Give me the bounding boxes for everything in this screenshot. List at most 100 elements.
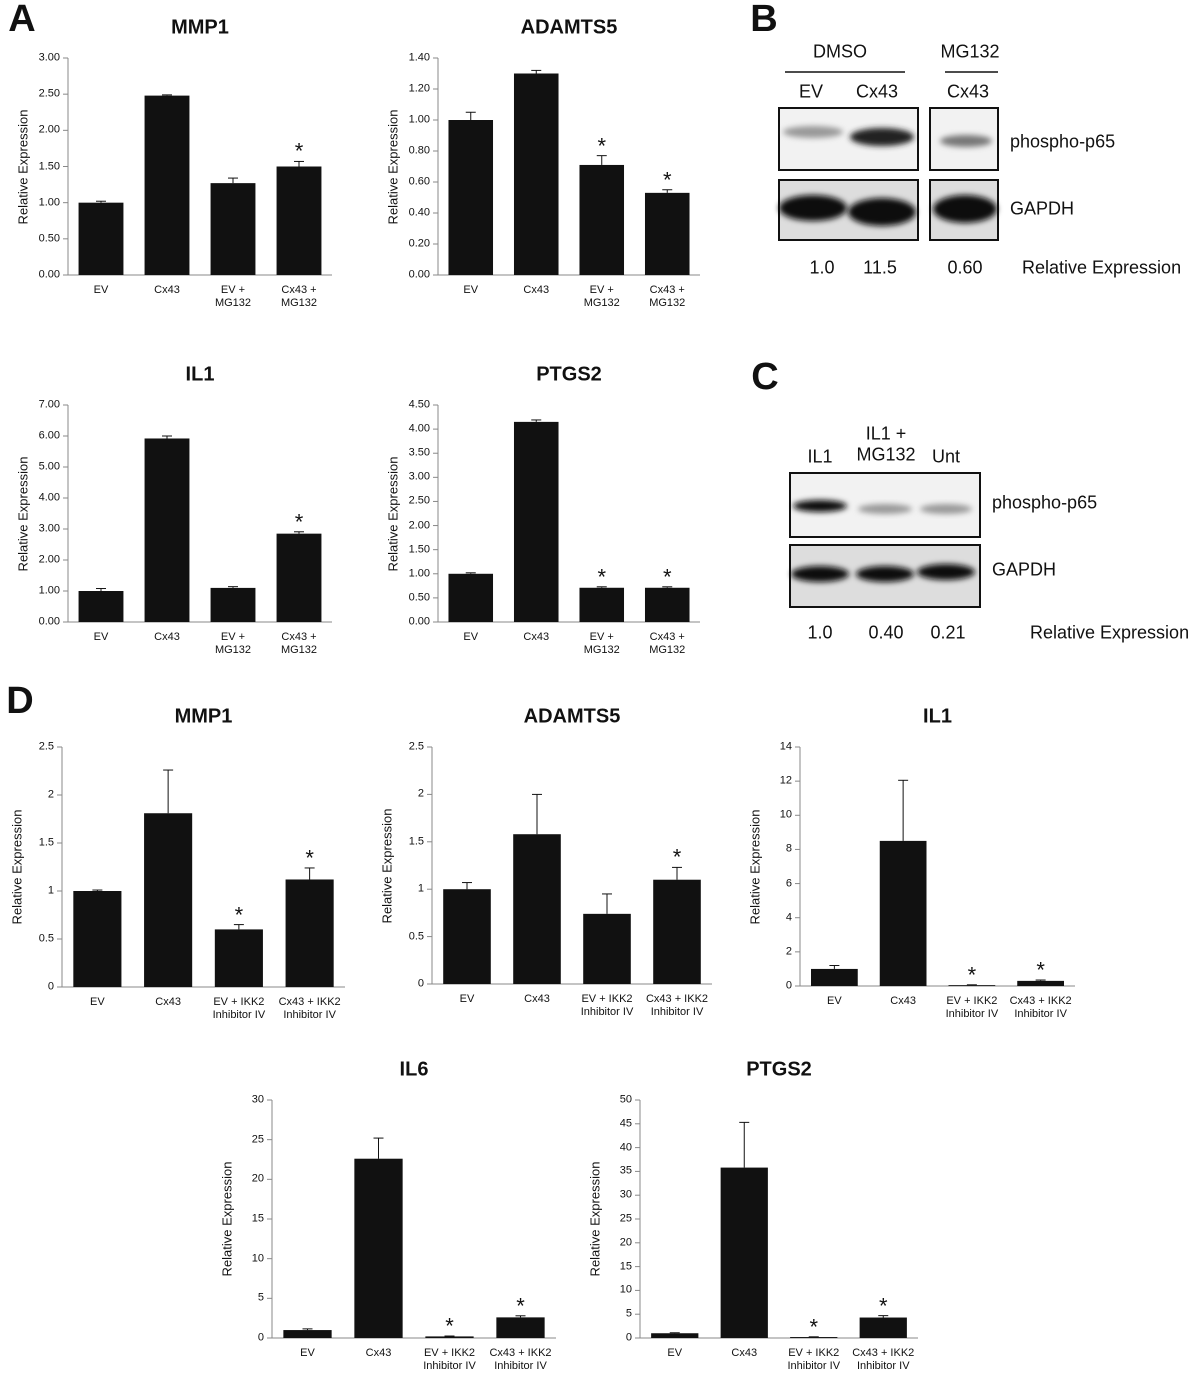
x-tick-label: Cx43 + MG132 bbox=[280, 631, 318, 656]
lane-label: Cx43 bbox=[946, 81, 990, 102]
significance-marker: * bbox=[662, 564, 672, 590]
y-tick-label: 0.50 bbox=[38, 232, 60, 245]
x-tick-label: Cx43 + IKK2 Inhibitor IV bbox=[489, 1347, 552, 1372]
group-label: DMSO bbox=[813, 41, 867, 62]
significance-marker: * bbox=[597, 564, 607, 590]
chart-title: PTGS2 bbox=[746, 1058, 812, 1081]
bar bbox=[443, 889, 491, 984]
significance-marker: * bbox=[516, 1293, 525, 1319]
y-tick-label: 1.50 bbox=[408, 543, 430, 556]
bar bbox=[513, 421, 559, 622]
y-tick-label: 2 bbox=[417, 788, 424, 801]
bar bbox=[210, 183, 256, 275]
y-tick-label: 5 bbox=[257, 1292, 264, 1305]
y-tick-label: 0.00 bbox=[38, 615, 60, 628]
panel-label: C bbox=[751, 356, 779, 399]
y-tick-label: 2.50 bbox=[408, 495, 430, 508]
y-tick-label: 7.00 bbox=[38, 398, 60, 411]
band bbox=[848, 198, 916, 226]
x-tick-label: Cx43 bbox=[731, 1347, 758, 1359]
y-tick-label: 0.00 bbox=[38, 268, 60, 281]
y-tick-label: 50 bbox=[619, 1093, 632, 1106]
y-tick-label: 3.00 bbox=[408, 471, 430, 484]
y-tick-label: 1.00 bbox=[38, 196, 60, 209]
y-tick-label: 2 bbox=[47, 788, 54, 801]
y-tick-label: 0.60 bbox=[408, 175, 430, 188]
chart-title: IL1 bbox=[923, 705, 952, 728]
chart-title: MMP1 bbox=[171, 16, 229, 39]
y-tick-label: 1.5 bbox=[38, 836, 54, 849]
bar bbox=[583, 913, 631, 984]
y-tick-label: 10 bbox=[251, 1252, 264, 1265]
band bbox=[933, 195, 997, 223]
band bbox=[791, 566, 849, 582]
x-tick-label: EV bbox=[463, 631, 479, 643]
bar bbox=[78, 591, 124, 622]
x-tick-label: Cx43 bbox=[365, 1347, 392, 1359]
y-tick-label: 25 bbox=[619, 1212, 632, 1225]
bar bbox=[651, 1333, 699, 1338]
x-tick-label: Cx43 bbox=[524, 993, 550, 1005]
y-tick-label: 0.00 bbox=[408, 268, 430, 281]
band bbox=[783, 126, 843, 138]
bar bbox=[78, 202, 124, 275]
y-tick-label: 10 bbox=[779, 808, 792, 821]
bar bbox=[144, 438, 190, 622]
significance-marker: * bbox=[967, 962, 977, 988]
band bbox=[856, 566, 914, 582]
blot-c bbox=[789, 472, 981, 608]
row-label: GAPDH bbox=[1010, 198, 1075, 219]
y-tick-label: 0.50 bbox=[408, 591, 430, 604]
band bbox=[793, 500, 847, 512]
x-tick-label: EV + MG132 bbox=[583, 284, 620, 309]
x-tick-label: Cx43 bbox=[890, 995, 916, 1007]
bar bbox=[144, 95, 190, 275]
y-axis-label: Relative Expression bbox=[385, 109, 401, 224]
row-label: phospho-p65 bbox=[1010, 131, 1116, 152]
x-tick-label: EV + MG132 bbox=[583, 631, 620, 656]
bar bbox=[276, 533, 322, 622]
bar bbox=[720, 1167, 768, 1338]
bar bbox=[513, 73, 559, 275]
bar bbox=[879, 840, 927, 986]
x-tick-label: EV bbox=[667, 1347, 683, 1359]
y-axis-label: Relative Expression bbox=[587, 1161, 603, 1277]
bar bbox=[811, 968, 858, 986]
y-tick-label: 14 bbox=[779, 740, 792, 753]
significance-marker: * bbox=[294, 509, 304, 535]
bar bbox=[579, 164, 625, 275]
x-tick-label: Cx43 bbox=[154, 284, 180, 296]
band bbox=[858, 504, 912, 514]
y-tick-label: 3.00 bbox=[38, 522, 60, 535]
bar bbox=[73, 891, 122, 987]
x-tick-label: EV + MG132 bbox=[214, 284, 252, 309]
y-tick-label: 1.50 bbox=[38, 160, 60, 173]
x-tick-label: Cx43 + IKK2 Inhibitor IV bbox=[1009, 995, 1072, 1020]
y-tick-label: 1.00 bbox=[38, 584, 60, 597]
y-tick-label: 1.00 bbox=[408, 567, 430, 580]
x-tick-label: EV bbox=[93, 631, 109, 643]
y-tick-label: 5 bbox=[625, 1307, 632, 1320]
y-tick-label: 20 bbox=[251, 1173, 264, 1186]
y-tick-label: 2.00 bbox=[38, 553, 60, 566]
y-tick-label: 6 bbox=[785, 877, 792, 890]
y-tick-label: 1.20 bbox=[408, 82, 430, 95]
x-tick-label: Cx43 + IKK2 Inhibitor IV bbox=[645, 993, 709, 1018]
relative-expression: 1.0 bbox=[807, 622, 833, 643]
band bbox=[920, 504, 972, 514]
lane-label: Cx43 bbox=[855, 81, 899, 102]
relative-expression: 11.5 bbox=[863, 257, 897, 278]
y-tick-label: 0 bbox=[47, 980, 54, 993]
x-tick-label: Cx43 bbox=[523, 631, 550, 643]
chart-title: ADAMTS5 bbox=[523, 705, 621, 728]
y-tick-label: 4.50 bbox=[408, 398, 430, 411]
y-axis-label: Relative Expression bbox=[385, 456, 401, 571]
significance-marker: * bbox=[597, 132, 607, 158]
y-tick-label: 1 bbox=[417, 882, 424, 895]
bar bbox=[354, 1158, 403, 1338]
bar bbox=[144, 813, 193, 987]
y-tick-label: 2 bbox=[785, 945, 792, 958]
x-tick-label: EV + IKK2 Inhibitor IV bbox=[580, 993, 634, 1018]
x-tick-label: Cx43 bbox=[523, 284, 550, 296]
